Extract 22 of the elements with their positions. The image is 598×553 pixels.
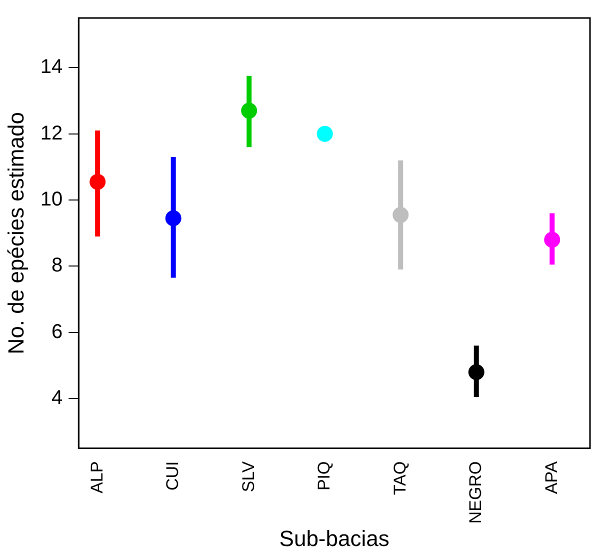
y-axis-title: No. de epécies estimado	[3, 112, 28, 354]
x-axis-title: Sub-bacias	[279, 526, 390, 551]
y-tick-label: 4	[52, 387, 63, 410]
x-tick-label: APA	[542, 460, 561, 494]
y-tick-label: 14	[40, 56, 63, 78]
x-tick-label: TAQ	[390, 461, 410, 495]
point	[316, 126, 333, 142]
point	[241, 102, 258, 119]
x-tick-label: SLV	[238, 460, 258, 492]
point	[90, 174, 106, 190]
y-tick-label: 10	[40, 188, 63, 211]
point	[544, 232, 560, 248]
x-tick-label: CUI	[163, 461, 182, 491]
point	[165, 210, 182, 226]
point	[392, 206, 409, 223]
y-tick-label: 6	[52, 320, 63, 343]
y-tick-label: 12	[40, 122, 63, 144]
x-tick-label: NEGRO	[466, 461, 486, 524]
point	[468, 364, 484, 380]
x-tick-label: PIQ	[314, 461, 334, 491]
y-tick-label: 8	[52, 254, 63, 277]
x-tick-label: ALP	[87, 461, 106, 494]
